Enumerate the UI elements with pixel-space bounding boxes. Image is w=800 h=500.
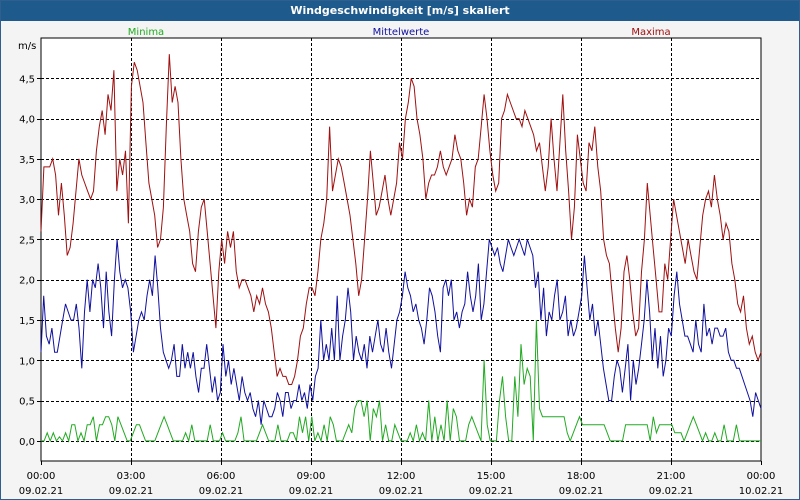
grid (41, 38, 761, 461)
y-tick-label: 0,0 (19, 437, 35, 448)
x-tick-time: 06:00 (207, 471, 236, 482)
legend-item-maxima: Maxima (631, 27, 670, 38)
x-tick-date: 10.02.21 (739, 486, 784, 497)
y-tick-label: 4,0 (19, 115, 35, 126)
x-tick-time: 03:00 (117, 471, 146, 482)
x-tick-date: 09.02.21 (199, 486, 244, 497)
y-tick-label: 2,5 (19, 235, 35, 246)
x-tick-time: 09:00 (297, 471, 326, 482)
legend: Minima Mittelwerte Maxima (128, 27, 671, 38)
x-tick-date: 09.02.21 (469, 486, 514, 497)
x-tick-time: 21:00 (657, 471, 686, 482)
y-tick-label: 0,5 (19, 397, 35, 408)
x-tick-date: 09.02.21 (19, 486, 64, 497)
x-tick-time: 00:00 (747, 471, 776, 482)
chart-title: Windgeschwindigkeit [m/s] skaliert (1, 1, 799, 21)
x-tick-date: 09.02.21 (109, 486, 154, 497)
legend-item-mittelwerte: Mittelwerte (373, 27, 430, 38)
x-tick-time: 12:00 (387, 471, 416, 482)
series-layer (40, 54, 762, 443)
series-line-mittelwerte (40, 237, 762, 425)
x-tick-date: 09.02.21 (379, 486, 424, 497)
x-tick-time: 18:00 (567, 471, 596, 482)
y-tick-label: 4,5 (19, 74, 35, 85)
y-tick-label: 1,5 (19, 316, 35, 327)
x-tick-date: 09.02.21 (559, 486, 604, 497)
x-tick-time: 00:00 (27, 471, 56, 482)
y-tick-label: 2,0 (19, 276, 35, 287)
y-axis-label: m/s (18, 41, 36, 52)
x-axis: 00:00 09.02.21 03:00 09.02.21 06:00 09.02.21 0… (19, 461, 784, 497)
y-tick-label: 3,5 (19, 155, 35, 166)
y-axis: 0,0 0,5 1,0 1,5 2,0 2,5 3,0 3,5 4,0 4,5 (19, 74, 41, 448)
series-line-minima (41, 319, 761, 443)
y-tick-label: 1,0 (19, 356, 35, 367)
x-tick-date: 09.02.21 (289, 486, 334, 497)
x-tick-date: 09.02.21 (649, 486, 694, 497)
series-line-maxima (40, 54, 762, 385)
legend-item-minima: Minima (128, 27, 164, 38)
x-tick-time: 15:00 (477, 471, 506, 482)
y-tick-label: 3,0 (19, 195, 35, 206)
